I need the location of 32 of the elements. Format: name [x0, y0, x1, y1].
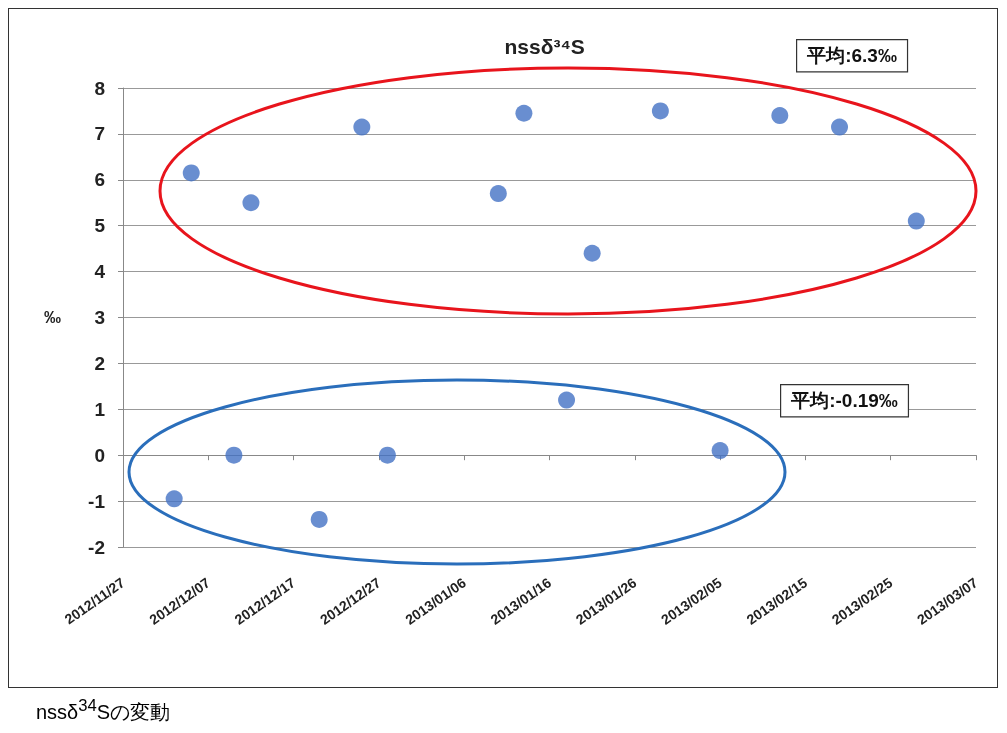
chart-title: nssδ³⁴S: [504, 35, 585, 58]
y-tick-label: 3: [94, 307, 105, 328]
point: [225, 446, 243, 464]
y-tick-label: 5: [94, 215, 106, 237]
point: [165, 490, 183, 508]
point: [771, 107, 789, 125]
annotation: 平均:-0.19‰: [790, 390, 898, 412]
text: nssδ$^{34}$Sの変動: [36, 696, 172, 725]
y-tick-label: 8: [94, 77, 105, 99]
point: [515, 104, 533, 122]
point: [907, 212, 925, 230]
y-tick-label: 1: [94, 398, 106, 420]
y-tick-label: 7: [94, 123, 105, 145]
point: [353, 118, 371, 136]
point: [651, 102, 669, 120]
point: [583, 244, 601, 262]
point: [242, 194, 260, 212]
point: [711, 442, 729, 460]
point: [182, 164, 200, 182]
point: [310, 510, 328, 528]
point: [831, 118, 849, 136]
y-tick-label: 6: [94, 169, 105, 191]
y-tick-label: -2: [88, 536, 105, 558]
y-tick-label: 4: [94, 261, 106, 283]
y-tick-label: 2: [94, 352, 105, 374]
text: 平均:6.3‰: [806, 45, 897, 67]
point: [489, 185, 507, 203]
y-tick-label: 0: [94, 444, 105, 466]
y-axis-title: ‰: [44, 308, 61, 327]
y-tick-label: -1: [88, 490, 106, 512]
point: [378, 446, 396, 464]
point: [558, 391, 576, 409]
